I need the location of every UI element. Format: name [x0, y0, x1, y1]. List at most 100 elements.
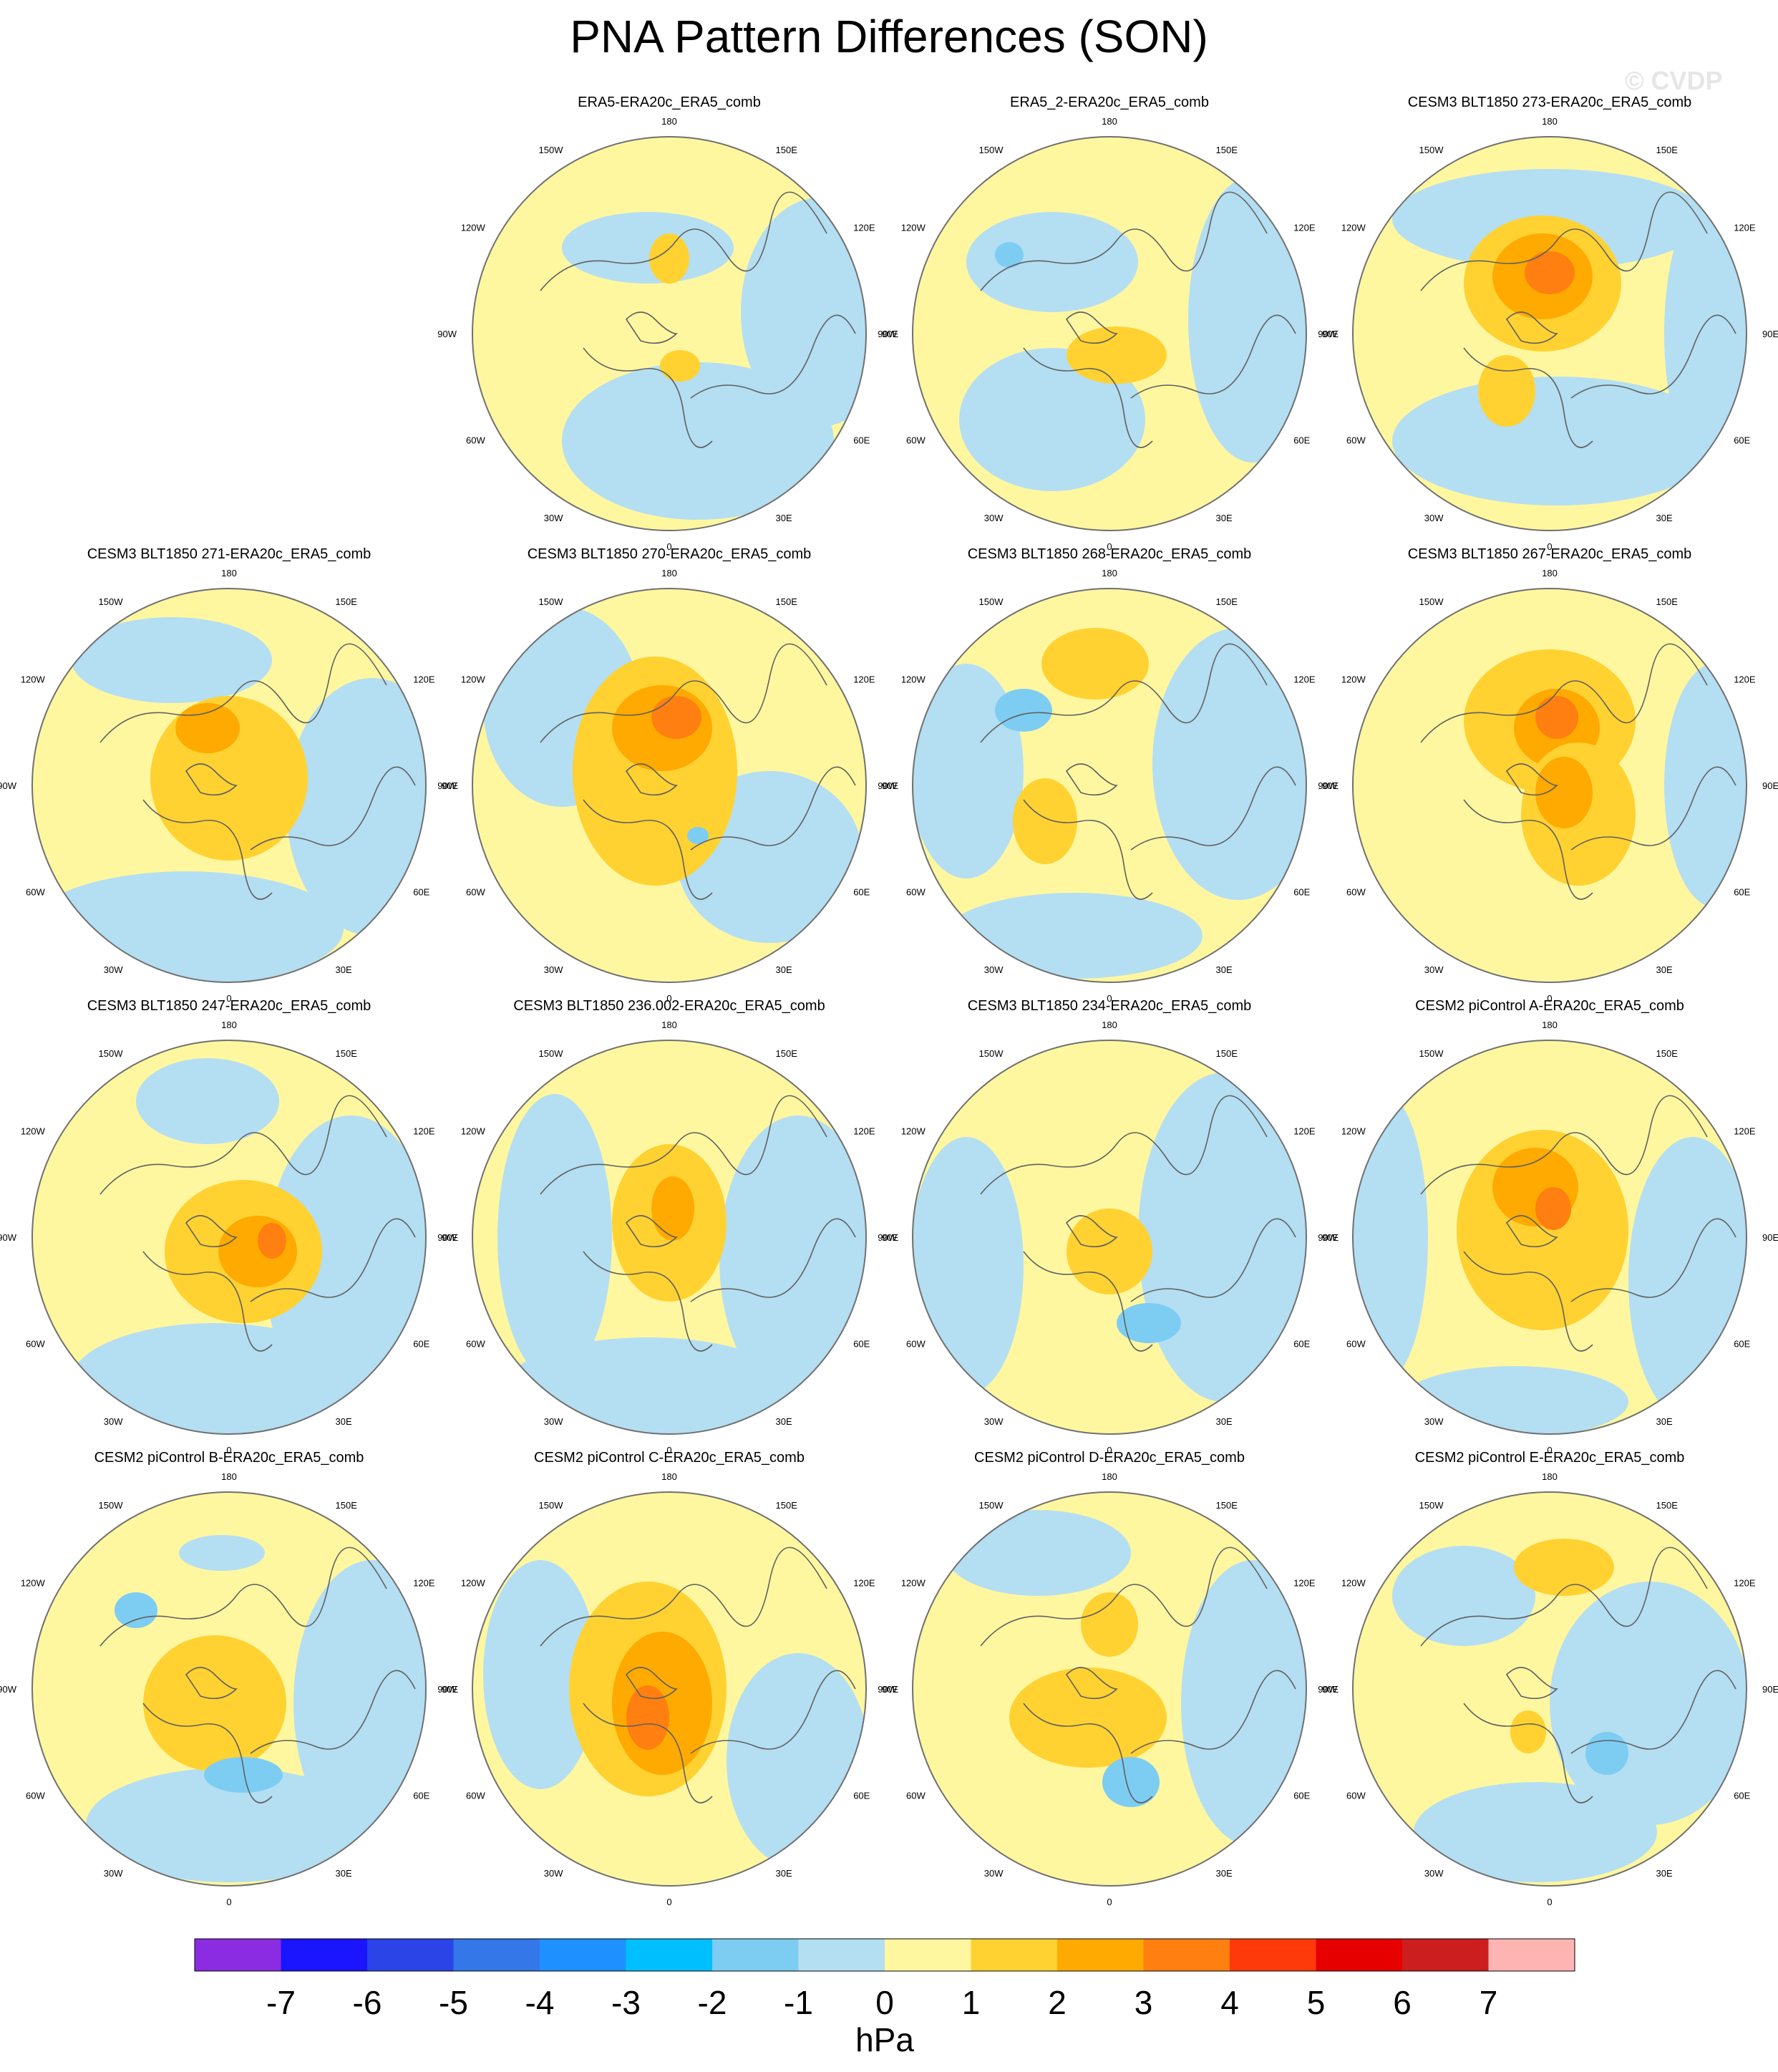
- longitude-label: 0: [1547, 993, 1552, 1004]
- anomaly-contour: [72, 1323, 358, 1434]
- anomaly-contour: [995, 242, 1024, 268]
- longitude-label: 0: [666, 1897, 671, 1907]
- anomaly-contour: [1664, 664, 1747, 907]
- map-panel: CESM3 BLT1850 236.002-ERA20c_ERA5_comb 18…: [437, 998, 898, 1456]
- longitude-label: 30W: [104, 964, 123, 975]
- panel-title: ERA5_2-ERA20c_ERA5_comb: [1010, 95, 1209, 110]
- longitude-label: 0: [666, 993, 671, 1004]
- map-panel: CESM2 piControl C-ERA20c_ERA5_comb 180 150…: [437, 1450, 898, 1907]
- anomaly-contour: [136, 1058, 279, 1144]
- longitude-label: 120E: [1734, 223, 1756, 233]
- longitude-label: 30W: [984, 513, 1004, 523]
- panel-title: CESM3 BLT1850 247-ERA20c_ERA5_comb: [87, 998, 371, 1014]
- longitude-label: 90E: [882, 780, 898, 791]
- longitude-label: 150W: [99, 1500, 124, 1511]
- longitude-label: 90E: [1322, 329, 1339, 339]
- longitude-label: 150E: [336, 1048, 358, 1059]
- colorbar-tick-label: -6: [353, 1984, 382, 2021]
- longitude-label: 120E: [413, 674, 435, 685]
- colorbar-swatch: [540, 1939, 626, 1971]
- longitude-label: 90W: [437, 780, 457, 791]
- colorbar-swatch: [1230, 1939, 1316, 1971]
- colorbar-swatch: [626, 1939, 713, 1971]
- longitude-label: 30E: [336, 1868, 352, 1879]
- map-border: [912, 588, 1307, 983]
- longitude-label: 60E: [1293, 1791, 1310, 1801]
- longitude-label: 150W: [1419, 145, 1444, 155]
- anomaly-contour: [1188, 176, 1306, 463]
- cvdp-watermark: © CVDP: [1625, 66, 1723, 95]
- longitude-label: 120E: [1734, 1126, 1756, 1137]
- longitude-label: 150W: [1419, 596, 1444, 607]
- coastline: [540, 191, 856, 448]
- anomaly-contour: [1392, 1546, 1535, 1646]
- longitude-label: 30W: [544, 1416, 563, 1427]
- colorbar-swatch: [885, 1939, 971, 1971]
- longitude-label: 150E: [1656, 1500, 1679, 1511]
- colorbar-swatch: [971, 1939, 1058, 1971]
- map-border: [31, 588, 427, 983]
- longitude-label: 30E: [1656, 1416, 1673, 1427]
- map-panel: CESM3 BLT1850 270-ERA20c_ERA5_comb 180 150…: [437, 546, 898, 1004]
- longitude-label: 90E: [1322, 1232, 1339, 1243]
- longitude-label: 90E: [442, 1232, 458, 1243]
- longitude-label: 90E: [882, 1684, 898, 1695]
- longitude-label: 180: [1542, 1471, 1558, 1482]
- longitude-label: 90W: [1318, 780, 1337, 791]
- anomaly-contour: [913, 1137, 1024, 1395]
- colorbar-swatch: [367, 1939, 454, 1971]
- colorbar-tick-label: 2: [1048, 1984, 1067, 2021]
- anomaly-contour: [497, 1094, 612, 1380]
- map-border: [912, 1040, 1307, 1435]
- map-field: [1353, 1040, 1747, 1434]
- colorbar-swatch: [1402, 1939, 1489, 1971]
- map-field: [32, 1040, 426, 1434]
- colorbar-swatch: [1143, 1939, 1230, 1971]
- panel-title: CESM3 BLT1850 268-ERA20c_ERA5_comb: [968, 546, 1252, 562]
- longitude-label: 30E: [776, 964, 792, 975]
- longitude-label: 120E: [413, 1578, 435, 1589]
- longitude-label: 150W: [539, 1048, 564, 1059]
- coastline: [540, 1095, 856, 1352]
- anomaly-contour: [1478, 355, 1535, 427]
- longitude-label: 60W: [1346, 1791, 1366, 1801]
- colorbar-tick-label: 7: [1480, 1984, 1498, 2021]
- longitude-label: 0: [1547, 1897, 1552, 1907]
- map-border: [1352, 1491, 1747, 1887]
- longitude-label: 120E: [853, 1578, 875, 1589]
- longitude-label: 120W: [1341, 1578, 1366, 1589]
- longitude-label: 120E: [1293, 674, 1316, 685]
- map-panel: CESM2 piControl A-ERA20c_ERA5_comb 180 150…: [1318, 998, 1778, 1456]
- longitude-label: 30W: [1424, 1868, 1444, 1879]
- longitude-label: 60W: [466, 435, 485, 446]
- map-field: [32, 1492, 426, 1886]
- longitude-label: 60W: [1346, 435, 1366, 446]
- longitude-label: 150W: [1419, 1048, 1444, 1059]
- longitude-label: 150W: [979, 596, 1004, 607]
- map-border: [1352, 588, 1747, 983]
- colorbar-swatch: [195, 1939, 281, 1971]
- anomaly-contour: [1009, 1667, 1167, 1768]
- longitude-label: 120W: [461, 674, 486, 685]
- longitude-label: 60W: [1346, 887, 1366, 898]
- longitude-label: 180: [661, 568, 677, 578]
- colorbar-swatch: [1057, 1939, 1144, 1971]
- anomaly-contour: [660, 350, 700, 382]
- longitude-label: 60W: [466, 887, 485, 898]
- longitude-label: 90W: [0, 1232, 17, 1243]
- longitude-label: 30W: [104, 1416, 123, 1427]
- anomaly-contour: [913, 664, 1024, 878]
- map-panel: CESM3 BLT1850 247-ERA20c_ERA5_comb 180 150…: [0, 998, 458, 1456]
- anomaly-contour: [1414, 1782, 1657, 1882]
- figure-title: PNA Pattern Differences (SON): [570, 11, 1208, 62]
- longitude-label: 120W: [461, 1578, 486, 1589]
- map-border: [472, 1040, 867, 1435]
- coastline: [99, 643, 416, 900]
- colorbar-swatch: [1488, 1939, 1575, 1971]
- longitude-label: 90E: [1762, 1232, 1778, 1243]
- panel-title: CESM2 piControl B-ERA20c_ERA5_comb: [94, 1450, 364, 1466]
- anomaly-contour: [1525, 251, 1575, 294]
- longitude-label: 120E: [1734, 1578, 1756, 1589]
- longitude-label: 120W: [1341, 674, 1366, 685]
- coastline: [1420, 1095, 1736, 1352]
